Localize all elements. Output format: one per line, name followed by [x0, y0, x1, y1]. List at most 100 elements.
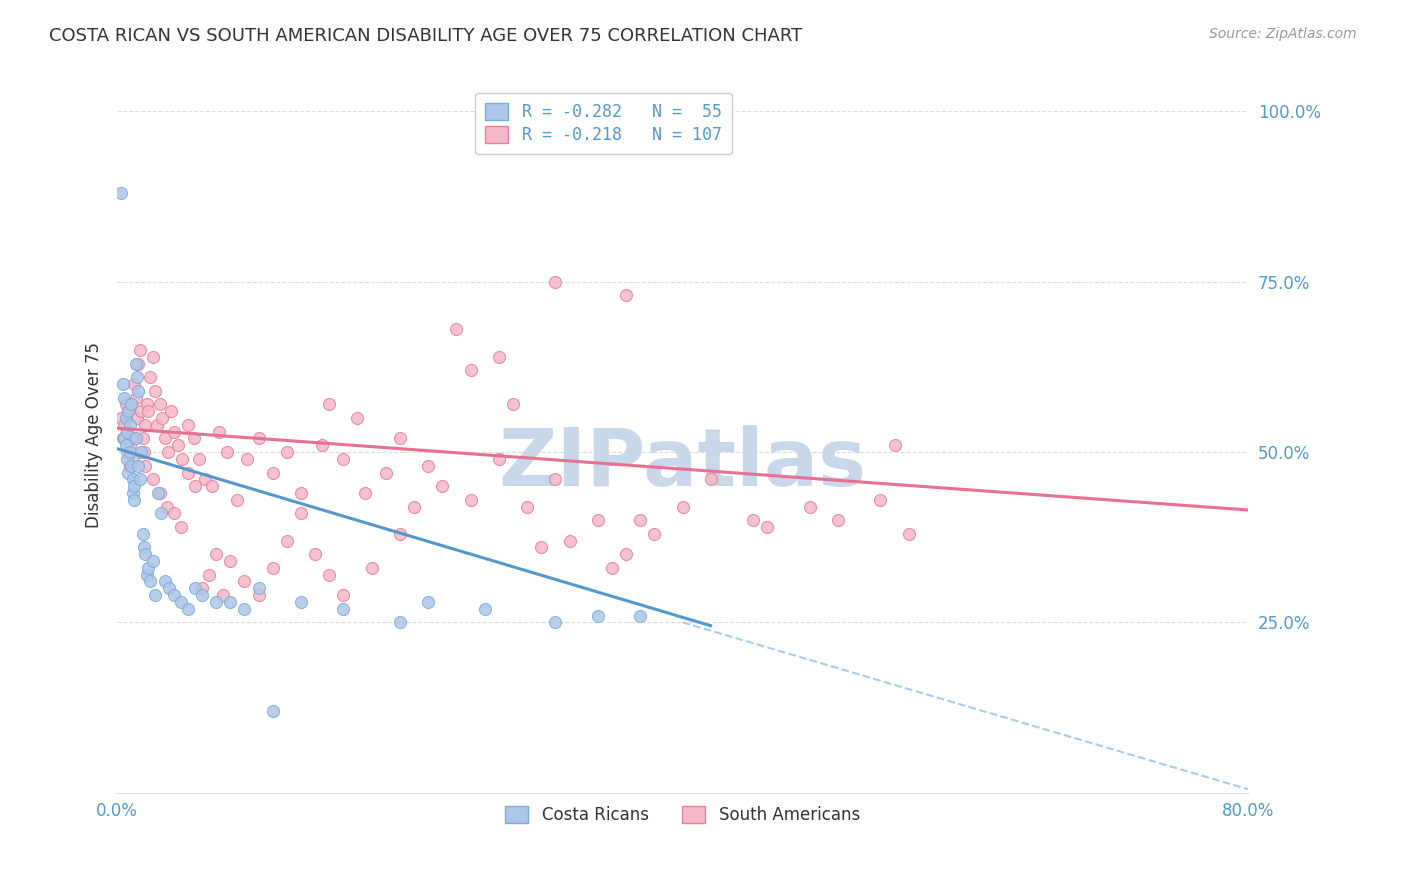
Point — [152, 411, 174, 425]
Point — [212, 588, 235, 602]
Text: ZIPatlas: ZIPatlas — [499, 425, 866, 503]
Point — [121, 486, 143, 500]
Point — [290, 486, 312, 500]
Point — [205, 595, 228, 609]
Point — [111, 432, 134, 446]
Point — [799, 500, 821, 514]
Point — [141, 472, 163, 486]
Point — [290, 507, 312, 521]
Point — [530, 541, 553, 555]
Point — [460, 363, 482, 377]
Point — [360, 561, 382, 575]
Point — [388, 432, 411, 446]
Point — [155, 574, 177, 589]
Text: Source: ZipAtlas.com: Source: ZipAtlas.com — [1209, 27, 1357, 41]
Point — [148, 486, 170, 500]
Point — [236, 451, 259, 466]
Point — [111, 376, 134, 391]
Point — [184, 582, 207, 596]
Point — [155, 432, 177, 446]
Point — [122, 479, 145, 493]
Point — [262, 704, 284, 718]
Point — [134, 458, 156, 473]
Point — [827, 513, 849, 527]
Point — [184, 479, 207, 493]
Point — [488, 350, 510, 364]
Point — [170, 520, 193, 534]
Point — [163, 425, 186, 439]
Point — [117, 466, 139, 480]
Point — [160, 404, 183, 418]
Point — [869, 492, 891, 507]
Point — [115, 425, 138, 439]
Point — [544, 472, 567, 486]
Point — [460, 492, 482, 507]
Point — [586, 513, 609, 527]
Point — [304, 547, 326, 561]
Point — [134, 547, 156, 561]
Point — [132, 445, 155, 459]
Point — [127, 458, 149, 473]
Point — [143, 588, 166, 602]
Point — [247, 432, 270, 446]
Point — [374, 466, 396, 480]
Point — [131, 526, 153, 541]
Point — [177, 601, 200, 615]
Point — [112, 391, 135, 405]
Point — [118, 445, 141, 459]
Point — [208, 425, 231, 439]
Point — [233, 574, 256, 589]
Point — [110, 411, 132, 425]
Point — [219, 595, 242, 609]
Point — [353, 486, 375, 500]
Point — [177, 417, 200, 432]
Point — [700, 472, 723, 486]
Point — [332, 601, 354, 615]
Point — [194, 472, 217, 486]
Point — [115, 451, 138, 466]
Point — [121, 432, 143, 446]
Point — [201, 479, 224, 493]
Point — [129, 445, 152, 459]
Point — [125, 370, 148, 384]
Point — [897, 526, 920, 541]
Point — [247, 588, 270, 602]
Point — [132, 541, 155, 555]
Point — [112, 417, 135, 432]
Point — [120, 397, 142, 411]
Point — [671, 500, 693, 514]
Point — [756, 520, 779, 534]
Point — [432, 479, 454, 493]
Point — [122, 492, 145, 507]
Point — [418, 458, 440, 473]
Point — [544, 615, 567, 630]
Point — [191, 588, 214, 602]
Y-axis label: Disability Age Over 75: Disability Age Over 75 — [86, 342, 103, 528]
Point — [143, 384, 166, 398]
Point — [219, 554, 242, 568]
Point — [643, 526, 665, 541]
Point — [262, 561, 284, 575]
Point — [118, 458, 141, 473]
Point — [120, 458, 142, 473]
Point — [474, 601, 496, 615]
Point — [402, 500, 425, 514]
Point — [118, 417, 141, 432]
Point — [135, 567, 157, 582]
Point — [191, 582, 214, 596]
Point — [125, 411, 148, 425]
Point — [135, 397, 157, 411]
Point — [614, 288, 637, 302]
Point — [114, 438, 136, 452]
Point — [145, 417, 167, 432]
Point — [205, 547, 228, 561]
Point — [544, 275, 567, 289]
Point — [502, 397, 524, 411]
Point — [128, 343, 150, 357]
Point — [136, 404, 159, 418]
Point — [318, 397, 340, 411]
Point — [516, 500, 538, 514]
Point — [163, 588, 186, 602]
Point — [388, 526, 411, 541]
Point — [124, 357, 146, 371]
